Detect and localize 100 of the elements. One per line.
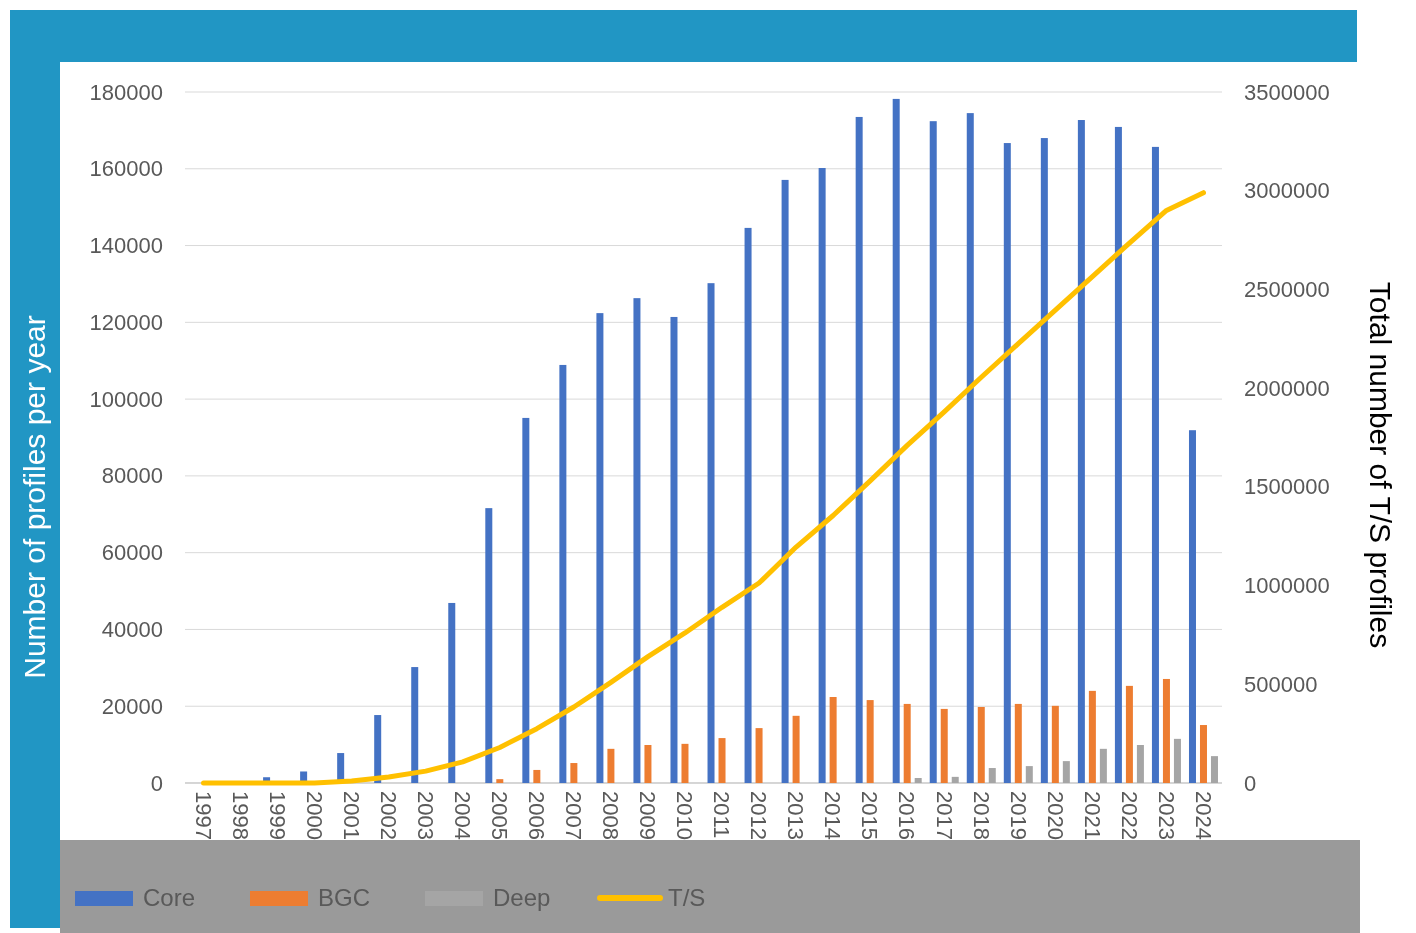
bar <box>914 778 922 783</box>
x-tick-label: 2001 <box>338 791 364 840</box>
y2-tick-label: 2500000 <box>1244 276 1330 302</box>
bar <box>707 283 715 783</box>
bar <box>1077 120 1085 783</box>
bar <box>1025 766 1033 783</box>
bar <box>1088 690 1096 783</box>
x-tick-label: 2024 <box>1190 791 1216 840</box>
x-tick-label: 1998 <box>227 791 253 840</box>
bar <box>448 602 456 783</box>
x-tick-label: 2008 <box>598 791 624 840</box>
bar <box>1162 678 1170 783</box>
x-tick-label: 2015 <box>857 791 883 840</box>
bar <box>1003 143 1011 783</box>
bar <box>633 298 641 783</box>
bar <box>670 316 678 783</box>
bar <box>374 715 382 783</box>
x-tick-label: 2002 <box>376 791 401 840</box>
x-tick-label: 2006 <box>524 791 550 840</box>
x-tick-label: 2019 <box>1005 791 1031 840</box>
x-tick-label: 2009 <box>635 791 661 840</box>
bar <box>570 763 578 783</box>
x-tick-label: 2018 <box>968 791 994 840</box>
x-tick-label: 2012 <box>746 791 772 840</box>
x-tick-label: 2017 <box>931 791 957 840</box>
y-tick-label: 160000 <box>89 156 163 182</box>
bar <box>1125 685 1133 783</box>
x-tick-label: 2021 <box>1079 791 1105 840</box>
bar <box>718 738 726 783</box>
x-tick-label: 2023 <box>1153 791 1179 840</box>
bar <box>781 179 789 783</box>
legend-label: BGC <box>318 884 371 911</box>
y-tick-label: 140000 <box>89 233 163 259</box>
bar <box>903 703 911 783</box>
x-tick-label: 2013 <box>783 791 809 840</box>
x-tick-label: 2000 <box>301 791 327 840</box>
bar <box>829 697 837 783</box>
y2-tick-label: 2000000 <box>1244 375 1330 401</box>
y-tick-label: 80000 <box>101 463 163 489</box>
bar <box>1051 705 1059 783</box>
x-tick-label: 2007 <box>561 791 587 840</box>
bar <box>411 667 419 783</box>
bar <box>533 769 541 783</box>
bar <box>988 768 996 783</box>
x-tick-label: 2004 <box>450 791 476 840</box>
bar <box>966 113 974 783</box>
legend-label: T/S <box>668 884 706 911</box>
bar <box>1040 138 1048 783</box>
bar <box>1062 761 1070 783</box>
bar <box>485 508 493 783</box>
y-tick-label: 20000 <box>101 693 163 719</box>
bar <box>892 98 900 783</box>
bar <box>1136 745 1144 783</box>
x-tick-label: 2022 <box>1116 791 1142 840</box>
bar <box>1173 738 1181 783</box>
bar <box>559 364 567 783</box>
y2-axis-title: Total number of T/S profiles <box>1364 281 1397 649</box>
bar <box>644 745 652 783</box>
y-tick-label: 0 <box>150 770 163 796</box>
x-tick-label: 2014 <box>820 791 846 840</box>
y2-tick-label: 0 <box>1244 770 1257 796</box>
bar <box>855 116 863 783</box>
bar <box>1099 748 1107 783</box>
bar <box>681 743 689 783</box>
bar <box>1151 146 1159 783</box>
bar <box>755 728 763 783</box>
x-tick-label: 1999 <box>264 791 290 840</box>
y-axis-title: Number of profiles per year <box>18 315 51 679</box>
bar <box>1188 430 1196 783</box>
bar <box>951 776 959 783</box>
x-tick-label: 2020 <box>1042 791 1068 840</box>
bar <box>1199 725 1207 783</box>
y-tick-label: 40000 <box>101 616 163 642</box>
x-tick-label: 1997 <box>190 791 216 840</box>
bar <box>940 708 948 783</box>
x-tick-label: 2016 <box>894 791 920 840</box>
bar <box>607 748 615 783</box>
bar <box>1014 703 1022 783</box>
y-tick-label: 100000 <box>89 386 163 412</box>
bar <box>792 715 800 783</box>
bar <box>929 121 937 783</box>
legend-label: Deep <box>493 884 551 911</box>
legend-label: Core <box>143 884 196 911</box>
y2-tick-label: 1500000 <box>1244 474 1330 500</box>
bar <box>522 417 530 783</box>
y-tick-label: 180000 <box>89 79 163 105</box>
x-tick-label: 2010 <box>672 791 698 840</box>
bar <box>596 313 604 783</box>
y-tick-label: 60000 <box>101 540 163 566</box>
x-tick-label: 2005 <box>487 791 513 840</box>
x-tick-label: 2011 <box>709 791 735 839</box>
y2-tick-label: 3500000 <box>1244 79 1330 105</box>
bar <box>866 700 874 783</box>
y-tick-label: 120000 <box>89 309 163 335</box>
y2-tick-label: 500000 <box>1244 671 1318 697</box>
bar <box>744 227 752 783</box>
y2-tick-label: 3000000 <box>1244 178 1330 204</box>
x-tick-label: 2003 <box>413 791 439 840</box>
bar <box>977 706 985 783</box>
y2-tick-label: 1000000 <box>1244 573 1330 599</box>
